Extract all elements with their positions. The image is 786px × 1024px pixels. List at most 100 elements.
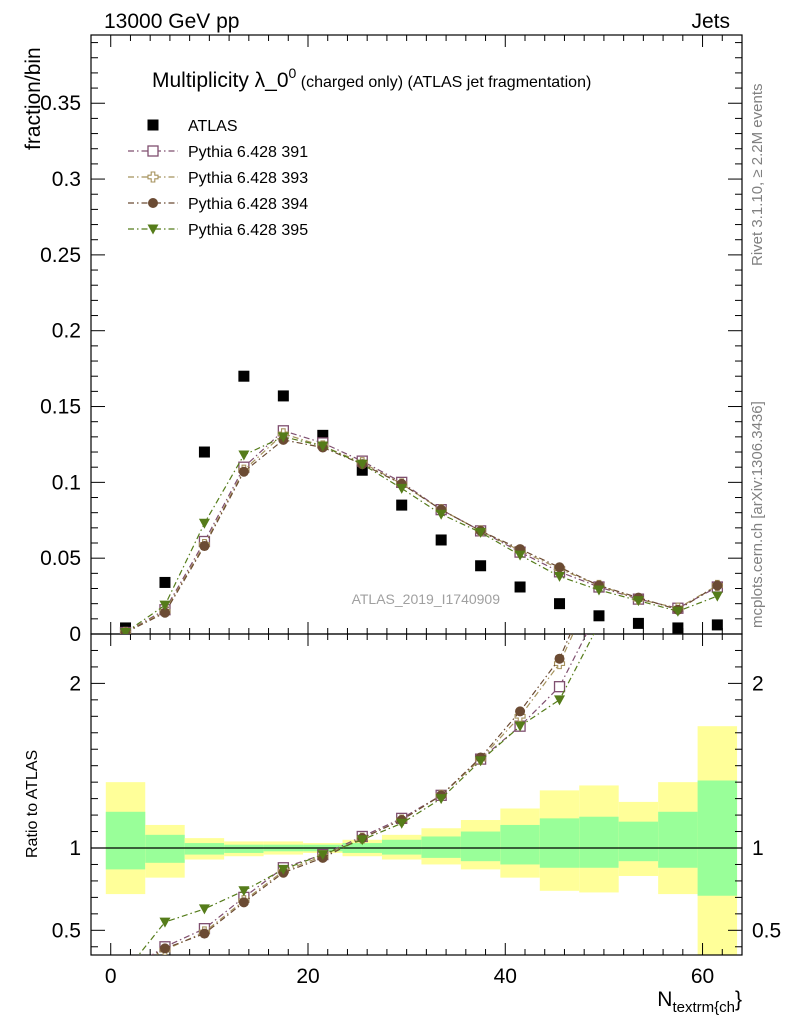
data-point xyxy=(632,596,644,607)
x-tick-label: 20 xyxy=(296,965,319,988)
ratio-data-point xyxy=(712,185,722,195)
ratio-data-point xyxy=(554,695,566,706)
ratio-data-point xyxy=(712,135,722,145)
ratio-data-point xyxy=(553,681,566,693)
green-band-bin xyxy=(618,821,659,862)
data-point xyxy=(159,576,171,588)
data-point xyxy=(396,499,408,511)
y-tick-label: 0.05 xyxy=(40,547,81,570)
y-tick-label: 1 xyxy=(69,837,81,860)
x-axis-label: Ntextrm{ch} xyxy=(657,988,742,1016)
data-point xyxy=(238,466,249,477)
legend-label: Pythia 6.428 393 xyxy=(188,170,308,187)
data-point xyxy=(554,562,565,573)
y-tick-label: 0.25 xyxy=(40,244,81,267)
legend-marker xyxy=(147,119,159,131)
legend-label: Pythia 6.428 395 xyxy=(188,222,308,239)
green-band-bin xyxy=(184,843,225,855)
x-tick-label: 0 xyxy=(105,965,117,988)
data-point xyxy=(277,390,289,402)
green-band-bin xyxy=(105,811,146,870)
data-point xyxy=(554,571,566,582)
legend-label: ATLAS xyxy=(188,118,238,135)
main-axes: 0 0.05 0.1 0.15 0.2 0.25 0.3 0.35 xyxy=(40,35,743,646)
y-tick-label-right: 1 xyxy=(752,837,764,860)
legend-entry: Pythia 6.428 394 xyxy=(128,196,308,213)
ratio-data-point xyxy=(633,464,643,474)
ratio-y-axis-label: Ratio to ATLAS xyxy=(24,750,41,858)
ratio-data-point xyxy=(317,850,329,861)
ratio-series-line xyxy=(152,634,571,955)
ratio-series-pythia-6-428-394 xyxy=(152,135,722,955)
ratio-data-point xyxy=(199,928,210,939)
y-tick-label-right: 0.5 xyxy=(752,919,781,942)
series-pythia-6-428-394 xyxy=(120,434,723,634)
x-tick-label: 40 xyxy=(494,965,517,988)
y-tick-label: 0.2 xyxy=(52,320,81,343)
ratio-data-point xyxy=(277,864,289,875)
main-data-layer xyxy=(119,370,723,634)
legend-entry: Pythia 6.428 391 xyxy=(128,144,308,161)
data-point xyxy=(711,591,723,602)
data-point xyxy=(356,459,368,470)
ratio-data-point xyxy=(356,835,368,846)
data-point xyxy=(593,585,605,596)
data-point xyxy=(199,541,210,552)
data-point xyxy=(238,450,250,461)
data-point xyxy=(435,509,447,520)
ratio-data-point xyxy=(673,300,683,310)
beam-energy-label: 13000 GeV pp xyxy=(104,10,239,33)
ratio-data-point xyxy=(159,917,171,928)
legend-entry: Pythia 6.428 395 xyxy=(128,222,308,239)
ratio-data-point xyxy=(712,234,723,244)
ratio-data-layer xyxy=(121,135,723,976)
rivet-version-label: Rivet 3.1.10, ≥ 2.2M events xyxy=(749,84,766,267)
ratio-data-point xyxy=(633,481,643,491)
data-point xyxy=(317,429,329,441)
green-band-bin xyxy=(539,818,580,868)
ratio-data-point xyxy=(672,350,683,360)
green-band-bin xyxy=(460,831,501,862)
ratio-data-point xyxy=(121,966,131,976)
data-point xyxy=(632,617,644,629)
ratio-data-point xyxy=(514,721,526,732)
ratio-data-point xyxy=(159,943,170,954)
green-band-bin xyxy=(697,780,738,896)
data-point xyxy=(317,441,329,452)
y-tick-label: 0.1 xyxy=(52,471,81,494)
data-point xyxy=(672,606,684,617)
series-line xyxy=(125,439,718,634)
green-band-bin xyxy=(500,824,540,865)
legend-marker xyxy=(147,171,159,183)
y-tick-label: 0.5 xyxy=(52,919,81,942)
legend-label: Pythia 6.428 394 xyxy=(188,196,308,213)
series-pythia-6-428-395 xyxy=(120,432,723,634)
data-point xyxy=(672,622,684,634)
data-point xyxy=(356,464,368,476)
y-tick-label-right: 2 xyxy=(752,672,764,695)
green-band-bin xyxy=(421,836,461,858)
data-point xyxy=(159,600,171,611)
data-point xyxy=(238,370,250,382)
ratio-data-point xyxy=(475,756,487,767)
ratio-data-point xyxy=(633,448,643,458)
ratio-series-line xyxy=(137,634,595,955)
y-tick-label: 0.15 xyxy=(40,396,81,419)
legend-marker xyxy=(147,145,159,157)
ratio-data-point xyxy=(712,152,722,162)
analysis-watermark: ATLAS_2019_I1740909 xyxy=(352,591,501,607)
legend-entry: ATLAS xyxy=(147,118,238,135)
ratio-data-point xyxy=(515,706,526,717)
data-point xyxy=(435,534,447,546)
green-band-bin xyxy=(579,816,619,868)
data-point xyxy=(277,432,289,443)
data-point xyxy=(475,527,487,538)
y-tick-label: 0.3 xyxy=(52,168,81,191)
data-point xyxy=(159,607,170,618)
data-point xyxy=(554,598,566,610)
process-label: Jets xyxy=(691,10,730,33)
green-band-bin xyxy=(381,839,422,855)
ratio-data-point xyxy=(554,653,565,664)
ratio-data-point xyxy=(594,571,604,581)
